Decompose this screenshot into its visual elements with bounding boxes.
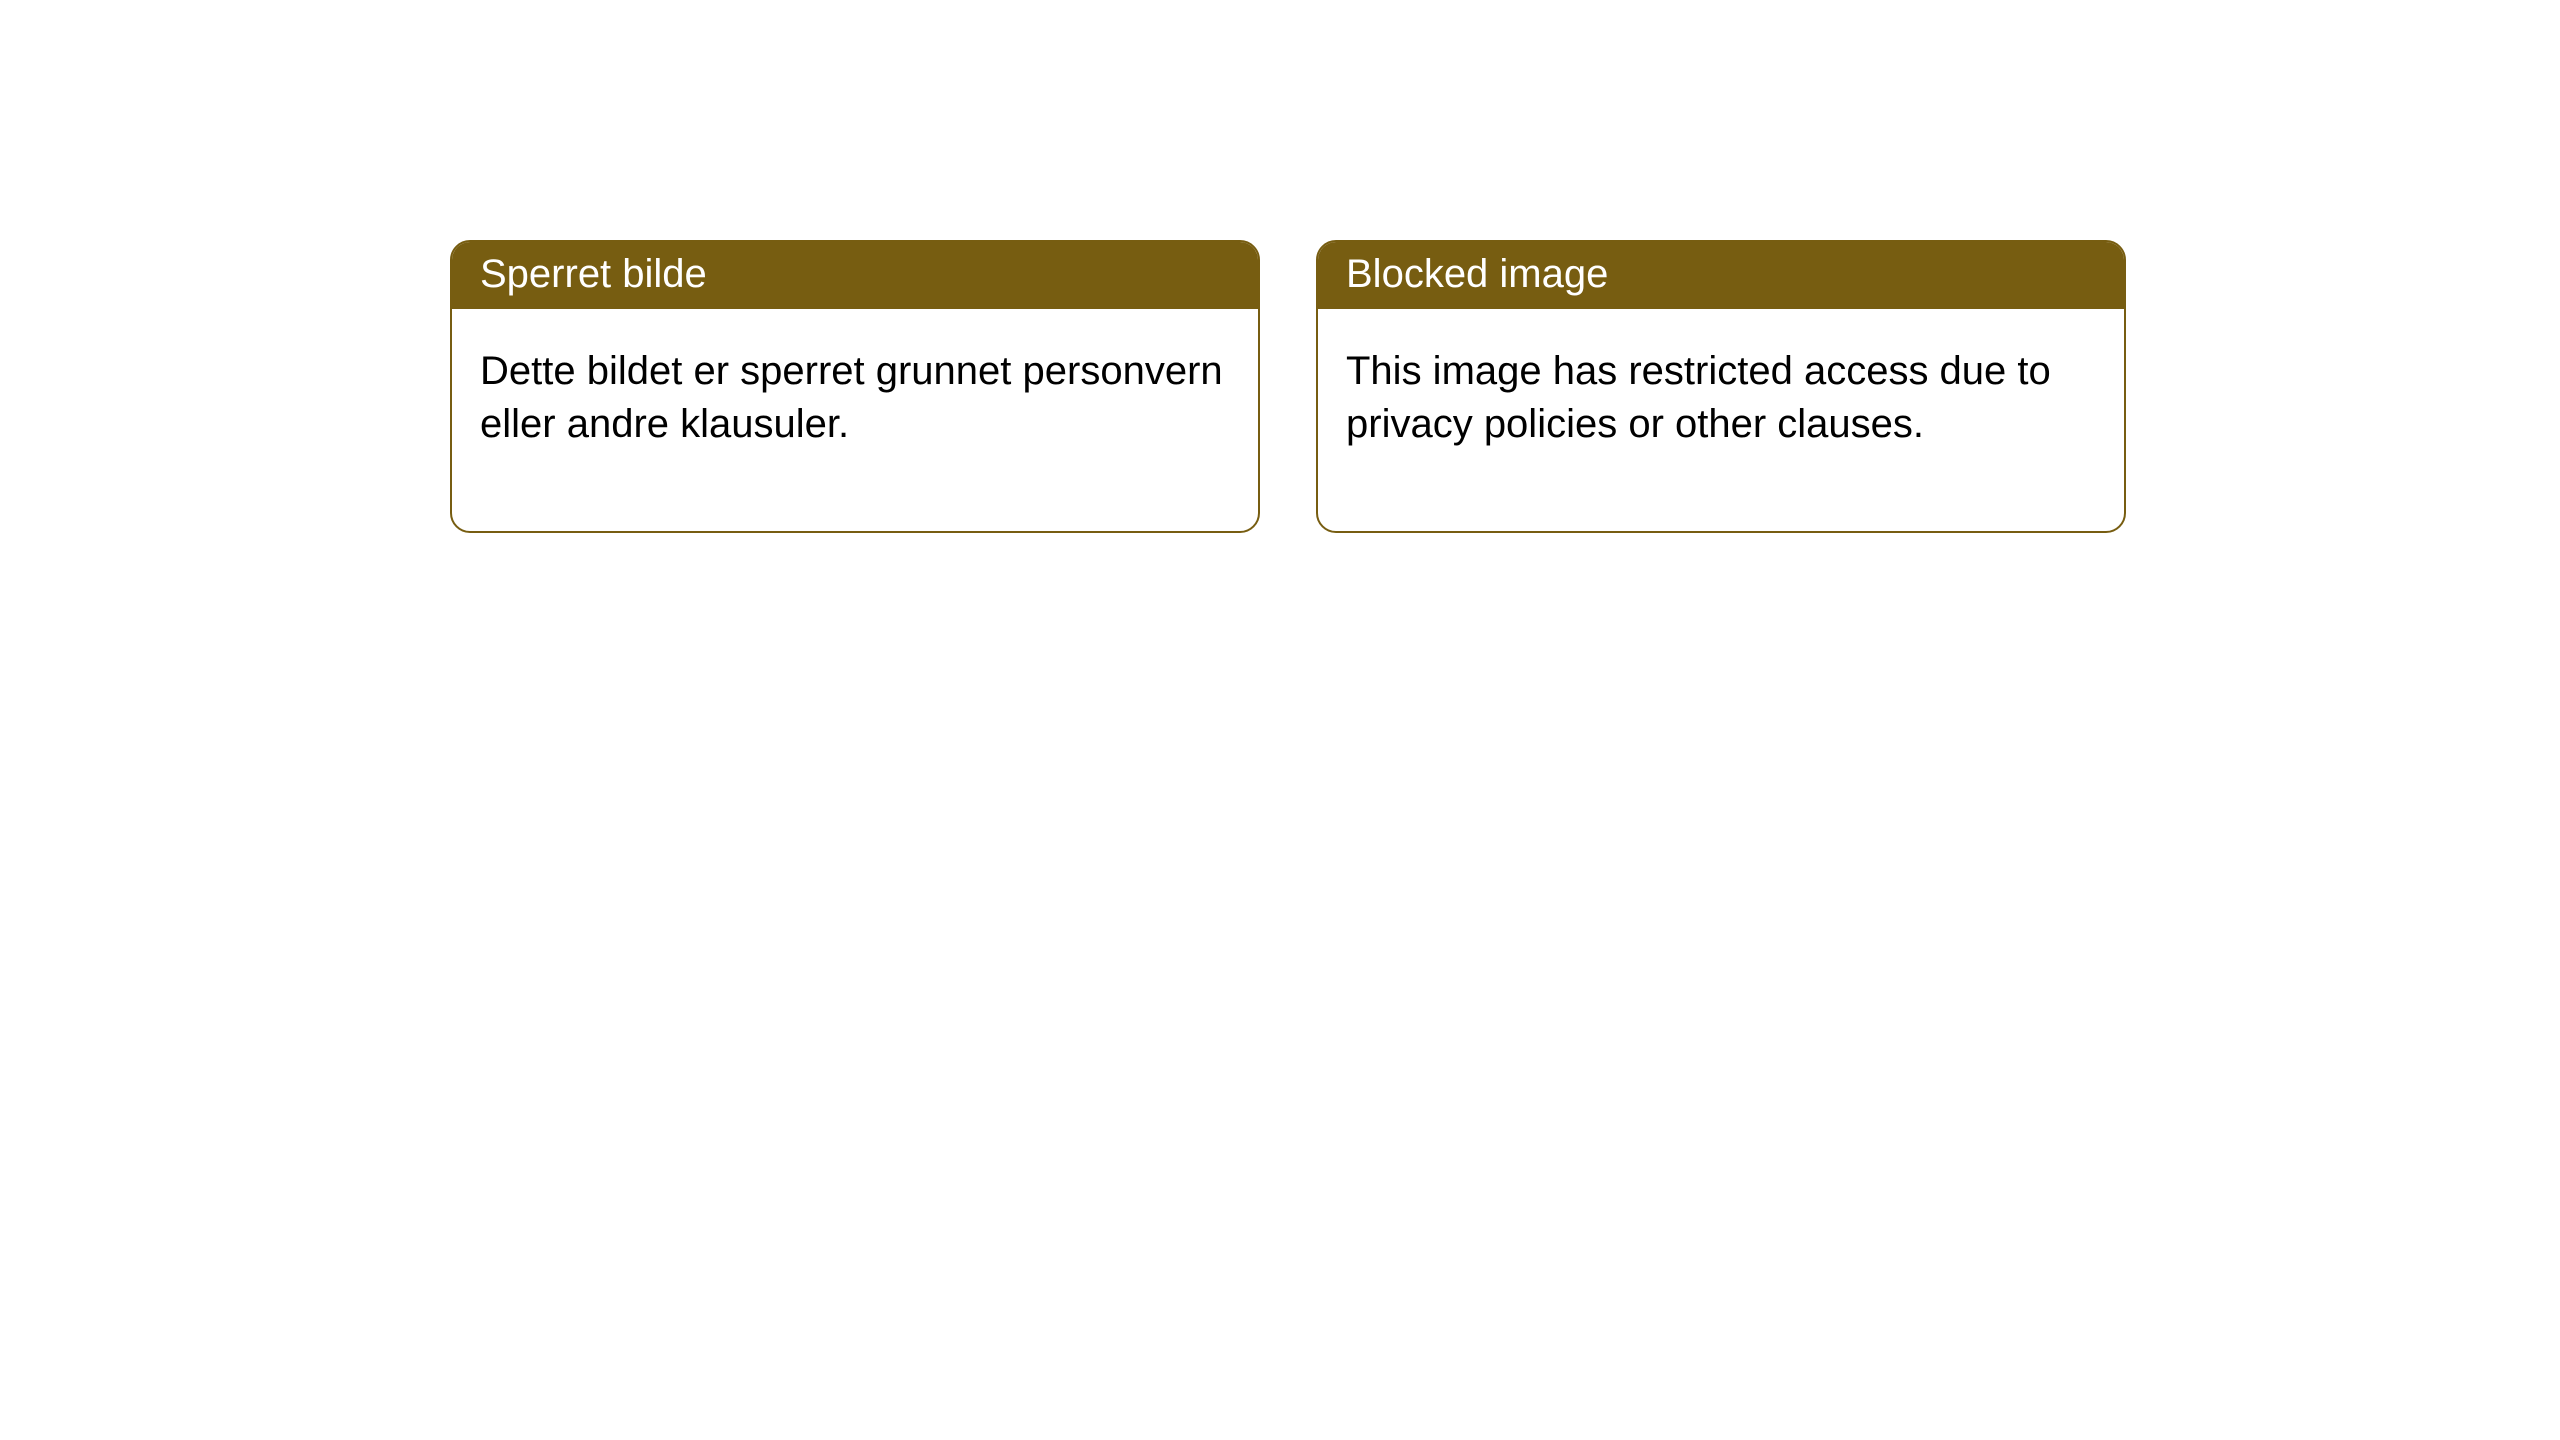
blocked-image-card-english: Blocked image This image has restricted … bbox=[1316, 240, 2126, 533]
card-title: Sperret bilde bbox=[480, 252, 707, 296]
card-body: Dette bildet er sperret grunnet personve… bbox=[452, 309, 1258, 531]
card-header: Sperret bilde bbox=[452, 242, 1258, 309]
card-container: Sperret bilde Dette bildet er sperret gr… bbox=[0, 0, 2560, 533]
card-header: Blocked image bbox=[1318, 242, 2124, 309]
card-body-text: Dette bildet er sperret grunnet personve… bbox=[480, 349, 1223, 446]
blocked-image-card-norwegian: Sperret bilde Dette bildet er sperret gr… bbox=[450, 240, 1260, 533]
card-body: This image has restricted access due to … bbox=[1318, 309, 2124, 531]
card-body-text: This image has restricted access due to … bbox=[1346, 349, 2051, 446]
card-title: Blocked image bbox=[1346, 252, 1608, 296]
